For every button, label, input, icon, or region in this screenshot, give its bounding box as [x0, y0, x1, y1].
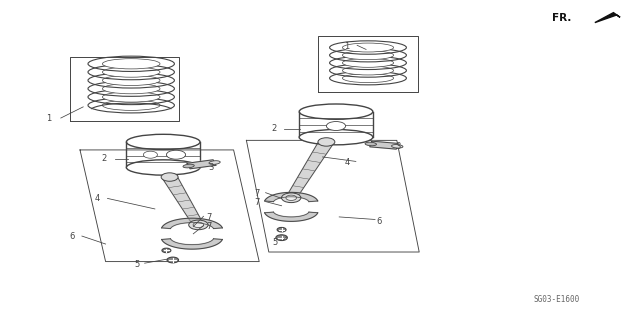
Text: SG03-E1600: SG03-E1600 [534, 295, 580, 304]
Text: 2: 2 [101, 154, 106, 163]
Polygon shape [370, 141, 398, 149]
Ellipse shape [162, 248, 171, 253]
Ellipse shape [286, 195, 296, 200]
Text: 5: 5 [272, 238, 277, 247]
Text: 5: 5 [134, 260, 140, 269]
Text: 3: 3 [208, 163, 213, 172]
Ellipse shape [102, 75, 160, 85]
Ellipse shape [277, 227, 286, 232]
Ellipse shape [276, 235, 287, 241]
Ellipse shape [326, 122, 346, 130]
Ellipse shape [342, 51, 394, 60]
Text: 1: 1 [46, 114, 51, 122]
Ellipse shape [318, 138, 335, 146]
Ellipse shape [183, 164, 195, 168]
Polygon shape [265, 212, 317, 221]
Text: 4: 4 [95, 194, 100, 203]
Text: 2: 2 [271, 124, 276, 133]
Ellipse shape [342, 43, 394, 52]
Polygon shape [162, 218, 222, 229]
Text: 7: 7 [206, 222, 211, 231]
Ellipse shape [282, 193, 301, 203]
Ellipse shape [161, 173, 178, 181]
Text: 7: 7 [255, 198, 260, 207]
Ellipse shape [342, 58, 394, 67]
Ellipse shape [392, 145, 403, 148]
Polygon shape [163, 176, 204, 226]
Ellipse shape [102, 92, 160, 102]
Polygon shape [265, 192, 317, 202]
Text: 6: 6 [376, 217, 381, 226]
Ellipse shape [365, 142, 376, 146]
Polygon shape [187, 160, 216, 169]
Ellipse shape [300, 130, 372, 145]
Text: FR.: FR. [552, 12, 571, 23]
Ellipse shape [126, 160, 200, 175]
Ellipse shape [102, 67, 160, 77]
Ellipse shape [166, 150, 186, 159]
Text: 4: 4 [344, 158, 349, 167]
Ellipse shape [189, 220, 208, 230]
Text: 7: 7 [255, 189, 260, 198]
Text: 6: 6 [69, 232, 74, 241]
Ellipse shape [209, 161, 220, 164]
Polygon shape [595, 13, 620, 23]
Ellipse shape [102, 84, 160, 94]
Ellipse shape [342, 66, 394, 75]
Ellipse shape [143, 151, 157, 158]
Ellipse shape [342, 74, 394, 83]
Text: 1: 1 [344, 42, 349, 51]
Ellipse shape [193, 222, 204, 227]
Ellipse shape [167, 257, 179, 263]
Ellipse shape [102, 100, 160, 110]
Text: 3: 3 [396, 142, 401, 151]
Polygon shape [162, 239, 222, 249]
Text: 7: 7 [206, 213, 211, 222]
Polygon shape [286, 141, 333, 199]
Ellipse shape [102, 59, 160, 69]
